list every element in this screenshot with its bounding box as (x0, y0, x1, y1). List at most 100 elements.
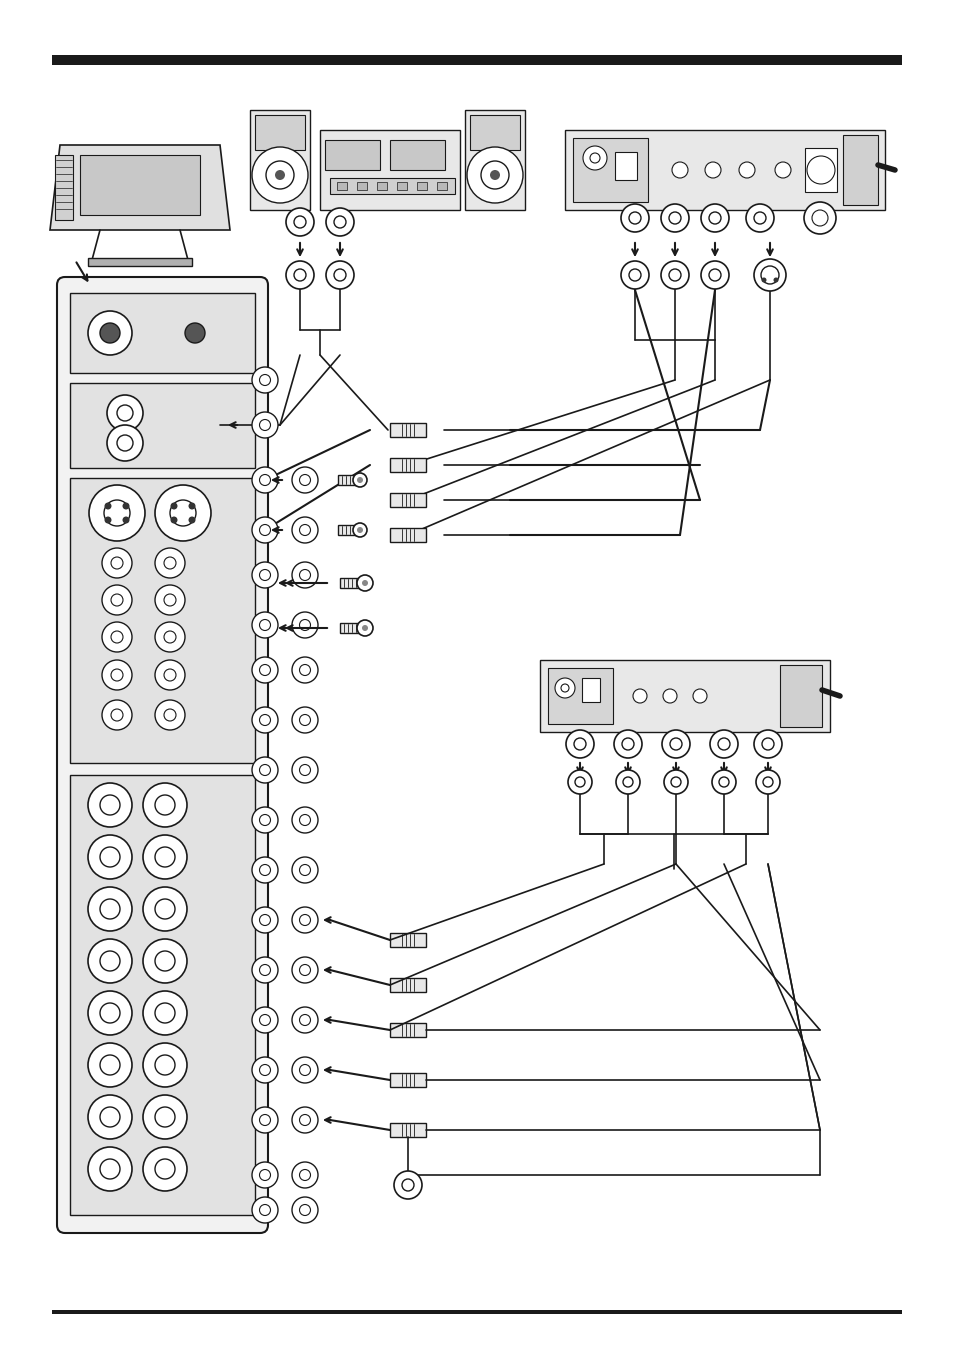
Circle shape (299, 1169, 310, 1181)
Circle shape (143, 835, 187, 879)
Circle shape (154, 622, 185, 652)
Circle shape (252, 1106, 277, 1134)
Bar (337, 525, 359, 536)
Circle shape (102, 622, 132, 652)
Circle shape (762, 777, 772, 786)
Circle shape (252, 1056, 277, 1083)
Circle shape (100, 848, 120, 866)
Circle shape (286, 207, 314, 236)
Bar (70, 776, 254, 1215)
Circle shape (292, 1056, 317, 1083)
Circle shape (170, 500, 195, 526)
Circle shape (739, 161, 754, 178)
Circle shape (299, 1204, 310, 1215)
Circle shape (252, 367, 277, 393)
Circle shape (700, 203, 728, 232)
Bar (615, 152, 637, 180)
Bar (336, 182, 347, 190)
Bar (390, 140, 444, 170)
Circle shape (259, 419, 271, 430)
Circle shape (100, 1055, 120, 1075)
Circle shape (299, 715, 310, 725)
Circle shape (467, 146, 522, 203)
Bar (52, 1310, 901, 1314)
Bar (464, 110, 524, 210)
Circle shape (575, 777, 584, 786)
Circle shape (621, 738, 634, 750)
Circle shape (164, 669, 175, 681)
Bar (376, 182, 387, 190)
Circle shape (259, 1014, 271, 1025)
Circle shape (806, 156, 834, 184)
Circle shape (111, 669, 123, 681)
Circle shape (102, 548, 132, 578)
Bar (573, 138, 647, 202)
Circle shape (266, 161, 294, 188)
Circle shape (252, 706, 277, 734)
Circle shape (292, 1106, 317, 1134)
Circle shape (299, 815, 310, 826)
Circle shape (259, 374, 271, 385)
Circle shape (616, 770, 639, 795)
Circle shape (259, 620, 271, 631)
Circle shape (660, 203, 688, 232)
Circle shape (299, 1014, 310, 1025)
Circle shape (252, 146, 308, 203)
Bar (780, 664, 821, 727)
Circle shape (111, 709, 123, 721)
Circle shape (292, 1008, 317, 1033)
Circle shape (299, 964, 310, 975)
Circle shape (252, 807, 277, 833)
Circle shape (122, 517, 130, 523)
Circle shape (259, 715, 271, 725)
Circle shape (102, 584, 132, 616)
Bar (339, 622, 365, 633)
Circle shape (480, 161, 509, 188)
Circle shape (104, 500, 130, 526)
Circle shape (633, 689, 646, 702)
Circle shape (582, 146, 606, 170)
Circle shape (292, 1197, 317, 1223)
Circle shape (811, 210, 827, 226)
Polygon shape (50, 145, 230, 231)
Bar (804, 148, 836, 193)
Bar (80, 155, 200, 216)
Circle shape (292, 561, 317, 589)
Circle shape (334, 216, 346, 228)
Circle shape (294, 268, 306, 281)
Circle shape (100, 1106, 120, 1127)
Bar (356, 182, 367, 190)
Circle shape (353, 473, 367, 487)
Circle shape (620, 260, 648, 289)
Circle shape (628, 212, 640, 224)
Circle shape (299, 765, 310, 776)
Circle shape (292, 658, 317, 683)
Circle shape (565, 730, 594, 758)
Circle shape (100, 1159, 120, 1178)
Circle shape (189, 517, 195, 523)
Circle shape (292, 466, 317, 494)
Bar (70, 293, 254, 373)
Circle shape (88, 311, 132, 355)
Circle shape (361, 580, 368, 586)
Circle shape (164, 557, 175, 570)
Bar (416, 182, 427, 190)
Circle shape (490, 170, 499, 180)
Bar (390, 458, 426, 472)
Circle shape (252, 1162, 277, 1188)
Circle shape (100, 323, 120, 343)
Circle shape (708, 212, 720, 224)
Circle shape (292, 1162, 317, 1188)
Circle shape (670, 777, 680, 786)
Circle shape (143, 1147, 187, 1191)
Bar (390, 933, 426, 946)
Circle shape (154, 1159, 174, 1178)
Bar (390, 527, 426, 542)
Circle shape (708, 268, 720, 281)
Bar (390, 494, 426, 507)
Circle shape (164, 631, 175, 643)
Circle shape (299, 865, 310, 876)
Circle shape (100, 795, 120, 815)
Circle shape (252, 957, 277, 983)
Circle shape (803, 202, 835, 235)
